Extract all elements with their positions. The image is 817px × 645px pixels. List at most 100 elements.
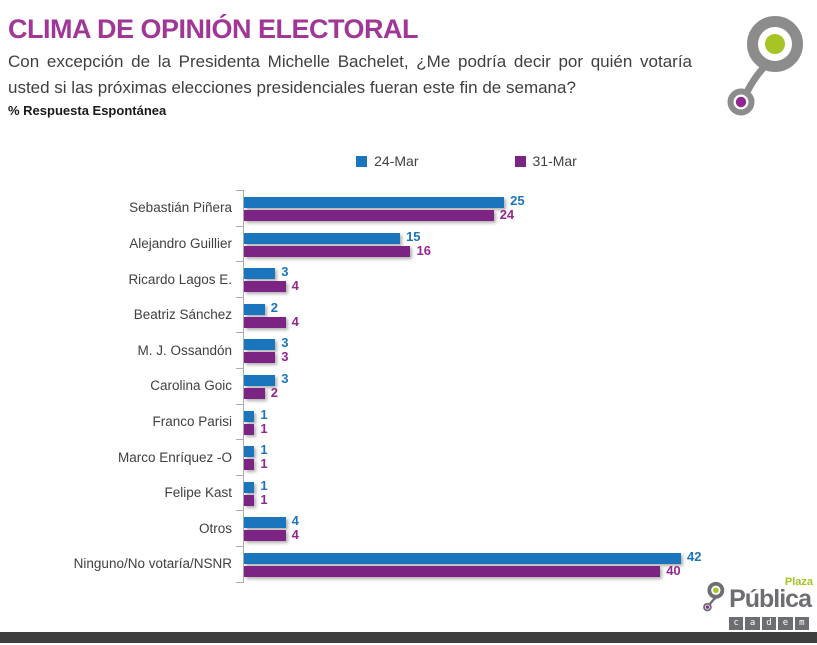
category-label: Carolina Goic [150, 378, 232, 394]
value-label: 1 [260, 456, 268, 472]
bar-group: 42 40 [236, 545, 788, 583]
bar-31-Mar [244, 387, 265, 399]
value-label: 4 [291, 527, 299, 543]
legend-item-24mar: 24-Mar [356, 153, 419, 169]
bar-chart: Sebastián Piñera 25 24 Alejandro Guillier 15… [68, 190, 788, 583]
legend-label: 24-Mar [374, 153, 419, 169]
legend-swatch-purple [514, 155, 526, 167]
bar-24-Mar [244, 552, 681, 564]
value-label: 4 [291, 313, 299, 329]
value-label: 25 [510, 193, 525, 208]
value-label: 1 [260, 442, 268, 458]
bar-24-Mar [244, 197, 505, 208]
chart-row: Ricardo Lagos E. 3 4 [68, 261, 788, 298]
chart-row: Felipe Kast 1 1 [68, 474, 788, 512]
bar-24-Mar [244, 410, 255, 422]
cadem-letter: a [745, 617, 760, 630]
legend-item-31mar: 31-Mar [514, 153, 577, 169]
value-label: 15 [406, 228, 421, 244]
category-label: Ninguno/No votaría/NSNR [73, 556, 232, 572]
value-label: 1 [260, 477, 268, 493]
header: CLIMA DE OPINIÓN ELECTORAL Con excepción… [8, 14, 700, 118]
value-label: 3 [281, 349, 289, 365]
cadem-letter: e [778, 617, 793, 630]
value-label: 2 [270, 384, 279, 400]
bar-24-Mar [244, 481, 255, 493]
value-label: 3 [281, 264, 289, 280]
bar-24-Mar [244, 268, 276, 280]
response-type-note: % Respuesta Espontánea [8, 103, 167, 118]
chart-row: Sebastián Piñera 25 24 [68, 190, 788, 227]
value-label: 2 [270, 299, 279, 315]
category-label: Felipe Kast [164, 485, 232, 501]
cadem-letter: d [761, 617, 777, 630]
chart-row: Franco Parisi 1 1 [68, 403, 788, 441]
bar-31-Mar [244, 316, 286, 328]
bar-group: 15 16 [236, 225, 788, 263]
chart-legend: 24-Mar 31-Mar [58, 153, 817, 169]
cadem-circles-logo [705, 4, 805, 137]
category-label: Sebastián Piñera [129, 200, 232, 216]
value-label: 24 [499, 207, 515, 222]
value-label: 1 [260, 406, 268, 422]
bar-24-Mar [244, 303, 265, 315]
category-label: Franco Parisi [152, 413, 232, 429]
chart-row: Marco Enríquez -O 1 1 [68, 439, 788, 476]
bar-24-Mar [244, 339, 276, 351]
page-title: CLIMA DE OPINIÓN ELECTORAL [8, 14, 419, 44]
category-label: Otros [198, 520, 232, 536]
bar-31-Mar [244, 281, 286, 293]
plaza-label: Plaza [784, 576, 813, 588]
category-label: Beatriz Sánchez [133, 307, 232, 323]
value-label: 3 [281, 370, 289, 386]
chart-row: Carolina Goic 3 2 [68, 367, 788, 405]
value-label: 1 [260, 491, 268, 507]
bar-31-Mar [244, 210, 494, 221]
bar-24-Mar [244, 517, 286, 529]
bottom-divider-bar [0, 632, 817, 643]
category-label: Ricardo Lagos E. [128, 271, 232, 287]
bar-31-Mar [244, 459, 255, 471]
value-label: 40 [666, 562, 681, 578]
value-label: 42 [687, 548, 702, 564]
bar-24-Mar [244, 374, 276, 386]
cadem-letter: c [729, 617, 744, 630]
bar-31-Mar [244, 245, 411, 257]
value-label: 4 [291, 278, 299, 294]
bar-24-Mar [244, 232, 401, 244]
chart-row: Ninguno/No votaría/NSNR 42 40 [68, 545, 788, 583]
bar-31-Mar [244, 530, 286, 542]
bar-31-Mar [244, 352, 276, 364]
circles-logo-graphic [727, 16, 803, 116]
bar-31-Mar [244, 423, 255, 435]
value-label: 4 [291, 513, 299, 529]
purple-dot [735, 96, 747, 108]
bar-group: 25 24 [236, 190, 788, 227]
value-label: 1 [260, 420, 268, 436]
mini-circles-logo [703, 581, 725, 612]
bar-31-Mar [244, 565, 661, 577]
survey-question: Con excepción de la Presidenta Michelle … [8, 52, 692, 97]
value-label: 16 [416, 242, 431, 258]
bar-24-Mar [244, 446, 255, 458]
chart-row: Beatriz Sánchez 2 4 [68, 296, 788, 334]
chart-row: Otros 4 4 [68, 510, 788, 547]
cadem-letter: m [794, 617, 810, 630]
chart-row: M. J. Ossandón 3 3 [68, 332, 788, 369]
publica-label: Pública [729, 585, 812, 613]
green-dot [765, 34, 785, 54]
category-label: Marco Enríquez -O [117, 449, 232, 465]
chart-row: Alejandro Guillier 15 16 [68, 225, 788, 263]
bar-31-Mar [244, 494, 255, 506]
category-label: Alejandro Guillier [129, 235, 232, 251]
